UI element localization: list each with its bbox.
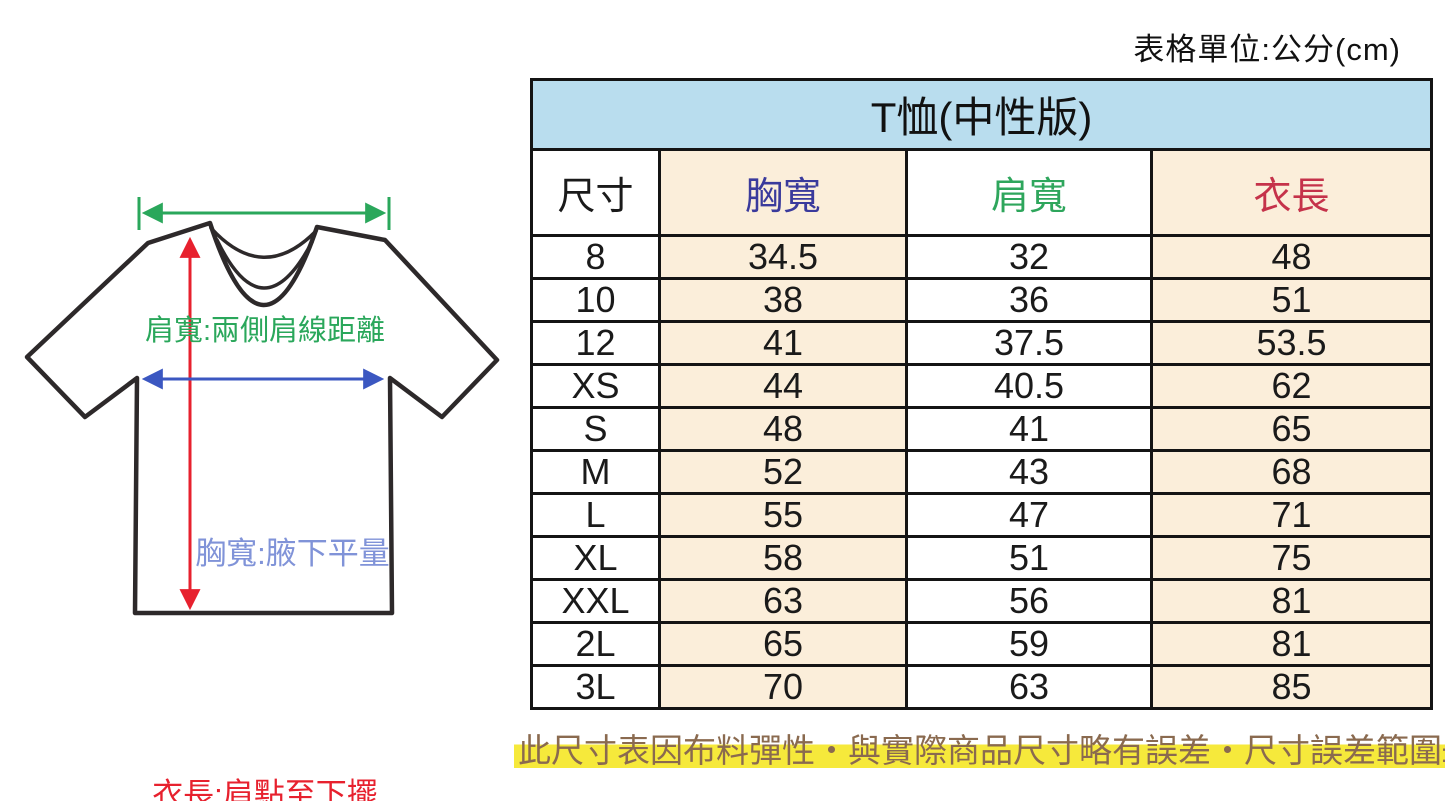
table-row: XS 44 40.5 62	[530, 363, 1434, 409]
shoulder-cell: 37.5	[905, 320, 1153, 366]
shoulder-cell: 59	[905, 621, 1153, 667]
size-cell: 12	[530, 320, 661, 366]
size-cell: 8	[530, 234, 661, 280]
length-cell: 71	[1149, 492, 1434, 538]
collar-arc-bottom	[215, 238, 314, 290]
table-unit-note: 表格單位:公分(cm)	[1133, 32, 1401, 67]
table-row: XL 58 51 75	[530, 535, 1434, 581]
chest-cell: 41	[658, 320, 908, 366]
chest-cell: 63	[658, 578, 908, 624]
chest-width-label: 胸寬:腋下平量	[195, 536, 390, 571]
length-cell: 65	[1149, 406, 1434, 452]
tshirt-outline	[24, 220, 500, 616]
table-title-row: T恤(中性版)	[529, 78, 1434, 151]
chest-cell: 70	[658, 664, 908, 710]
size-cell: L	[530, 492, 661, 538]
shoulder-cell: 56	[905, 578, 1153, 624]
shoulder-cell: 41	[905, 406, 1153, 452]
size-cell: S	[530, 406, 661, 452]
size-cell: XS	[530, 363, 661, 409]
size-cell: 3L	[530, 664, 661, 710]
chest-cell: 44	[658, 363, 908, 409]
shoulder-cell: 63	[905, 664, 1153, 710]
length-cell: 81	[1149, 578, 1434, 624]
shoulder-cell: 51	[905, 535, 1153, 581]
shoulder-cell: 47	[905, 492, 1153, 538]
length-cell: 62	[1149, 363, 1434, 409]
length-cell: 53.5	[1149, 320, 1434, 366]
length-cell: 51	[1149, 277, 1434, 323]
tolerance-footnote-text: 此尺寸表因布料彈性・與實際商品尺寸略有誤差・尺寸誤差範圍±5%	[514, 732, 1445, 769]
tshirt-diagram: 肩寬:兩側肩線距離 胸寬:腋下平量 衣長:肩點至下擺	[5, 150, 525, 801]
chest-cell: 58	[658, 535, 908, 581]
column-header-length: 衣長	[1149, 148, 1434, 237]
length-label: 衣長:肩點至下擺	[152, 777, 378, 801]
size-table: T恤(中性版) 尺寸 胸寬 肩寬 衣長 8 34.5 32 48 10 38 3…	[529, 78, 1434, 710]
column-header-chest: 胸寬	[658, 148, 908, 237]
table-row: L 55 47 71	[530, 492, 1434, 538]
length-cell: 48	[1149, 234, 1434, 280]
table-row: 10 38 36 51	[530, 277, 1434, 323]
shoulder-cell: 32	[905, 234, 1153, 280]
table-row: 3L 70 63 85	[530, 664, 1434, 710]
shoulder-cell: 43	[905, 449, 1153, 495]
length-cell: 75	[1149, 535, 1434, 581]
chest-cell: 34.5	[658, 234, 908, 280]
chest-cell: 48	[658, 406, 908, 452]
chest-cell: 65	[658, 621, 908, 667]
size-cell: XXL	[530, 578, 661, 624]
table-row: 8 34.5 32 48	[530, 234, 1434, 280]
collar-arc-top	[209, 226, 318, 259]
shoulder-cell: 36	[905, 277, 1153, 323]
size-cell: M	[530, 449, 661, 495]
column-header-shoulder: 肩寬	[905, 148, 1153, 237]
table-row: M 52 43 68	[530, 449, 1434, 495]
chest-cell: 55	[658, 492, 908, 538]
length-cell: 68	[1149, 449, 1434, 495]
table-row: 12 41 37.5 53.5	[530, 320, 1434, 366]
table-row: XXL 63 56 81	[530, 578, 1434, 624]
shoulder-width-label: 肩寬:兩側肩線距離	[144, 315, 386, 347]
chest-cell: 52	[658, 449, 908, 495]
table-header-row: 尺寸 胸寬 肩寬 衣長	[530, 148, 1434, 237]
shoulder-cell: 40.5	[905, 363, 1153, 409]
size-table-title: T恤(中性版)	[529, 78, 1434, 151]
size-cell: XL	[530, 535, 661, 581]
size-cell: 2L	[530, 621, 661, 667]
table-row: S 48 41 65	[530, 406, 1434, 452]
tolerance-footnote: 此尺寸表因布料彈性・與實際商品尺寸略有誤差・尺寸誤差範圍±5%	[514, 724, 1445, 772]
size-cell: 10	[530, 277, 661, 323]
column-header-size: 尺寸	[530, 148, 661, 237]
length-cell: 85	[1149, 664, 1434, 710]
table-row: 2L 65 59 81	[530, 621, 1434, 667]
length-cell: 81	[1149, 621, 1434, 667]
tshirt-drawing	[24, 197, 500, 616]
chest-cell: 38	[658, 277, 908, 323]
